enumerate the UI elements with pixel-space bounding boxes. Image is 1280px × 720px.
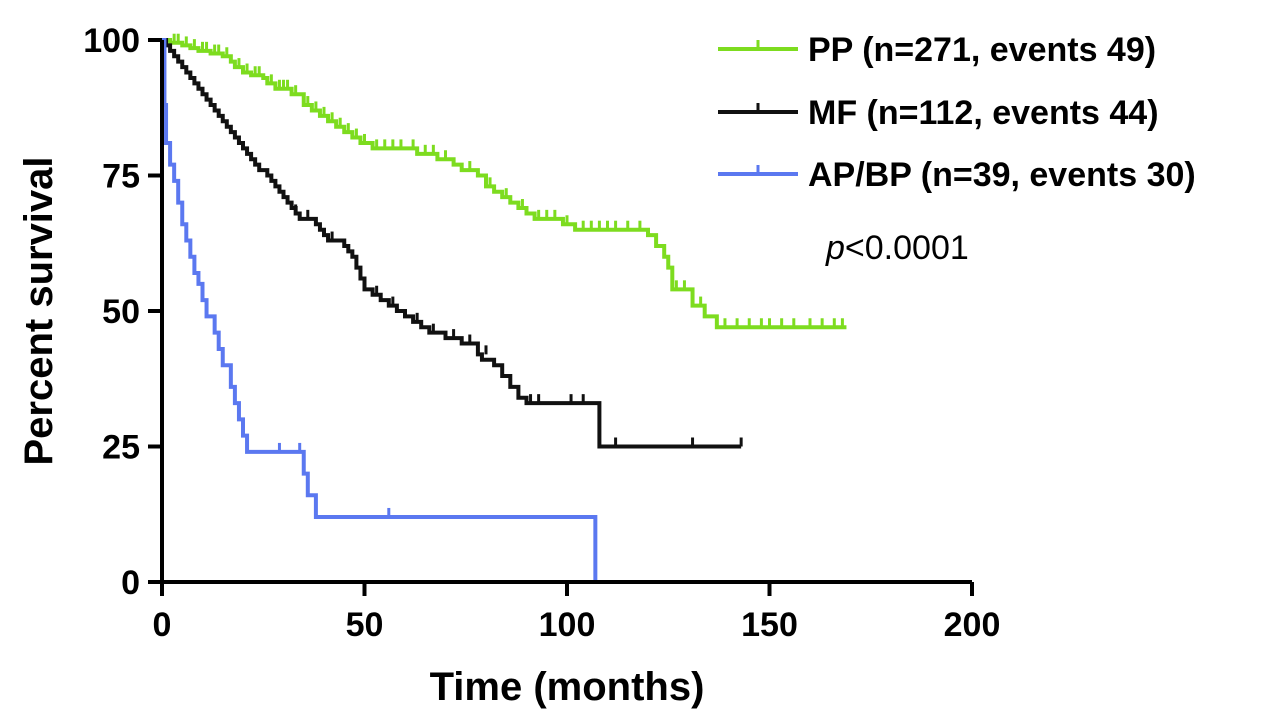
y-tick-label: 100: [83, 22, 140, 60]
legend-item: MF (n=112, events 44): [718, 94, 1159, 132]
legend-label: AP/BP (n=39, events 30): [808, 156, 1196, 194]
legend-item: PP (n=271, events 49): [718, 31, 1156, 69]
series-2: [162, 38, 598, 582]
x-axis-title: Time (months): [430, 665, 705, 709]
ticks-layer: 0 50 100 150 200 0 25 50 75 100: [83, 22, 1000, 644]
series-1: [162, 38, 743, 449]
y-tick-label: 50: [102, 293, 140, 331]
survival-curve: [162, 38, 742, 449]
p-value-italic: p: [825, 229, 845, 267]
survival-curve: [162, 38, 847, 330]
y-tick-label: 75: [102, 158, 140, 196]
y-axis-title: Percent survival: [17, 156, 61, 465]
legend-label: MF (n=112, events 44): [808, 94, 1159, 132]
y-tick-label: 25: [102, 429, 140, 467]
y-tick-label: 0: [121, 564, 140, 602]
p-value-annotation: p<0.0001: [825, 229, 969, 267]
x-tick-label: 100: [539, 606, 596, 644]
legend-label: PP (n=271, events 49): [808, 31, 1156, 69]
legend-item: AP/BP (n=39, events 30): [718, 156, 1196, 194]
survival-curve: [162, 38, 598, 582]
x-tick-label: 200: [944, 606, 1001, 644]
x-tick-label: 150: [741, 606, 798, 644]
legend: PP (n=271, events 49) MF (n=112, events 4…: [718, 31, 1196, 194]
series-layer: [162, 33, 847, 582]
x-tick-label: 50: [346, 606, 384, 644]
x-tick-label: 0: [153, 606, 172, 644]
series-0: [162, 33, 847, 330]
p-value-text: <0.0001: [845, 229, 969, 267]
